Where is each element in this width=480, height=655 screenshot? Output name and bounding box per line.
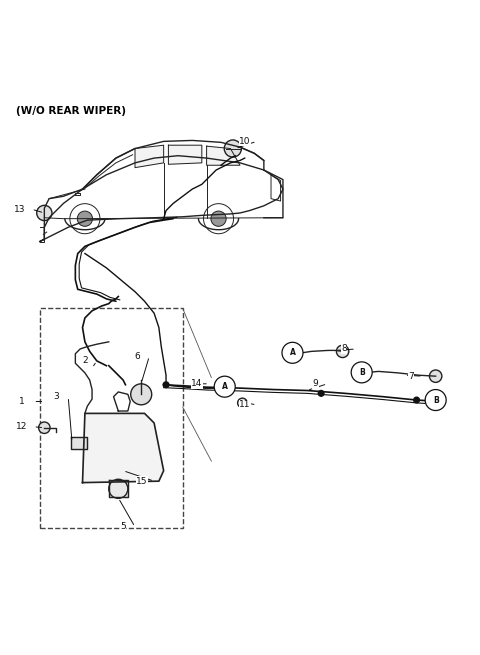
Text: 1: 1 [19,397,24,406]
Text: 12: 12 [16,422,27,431]
Polygon shape [168,145,202,164]
Circle shape [163,382,169,388]
Circle shape [109,479,128,498]
Text: 14: 14 [192,379,203,388]
Circle shape [131,384,152,405]
Circle shape [238,398,247,407]
Circle shape [318,390,324,396]
Text: 11: 11 [239,400,251,409]
Circle shape [214,376,235,397]
Polygon shape [71,438,87,449]
Text: 6: 6 [134,352,140,361]
Circle shape [223,385,228,391]
Text: B: B [433,396,439,405]
Text: 2: 2 [82,356,88,365]
Text: 8: 8 [341,345,347,354]
Circle shape [351,362,372,383]
Circle shape [36,205,52,221]
Polygon shape [109,480,128,497]
Text: 9: 9 [312,379,318,388]
Bar [39,309,183,528]
Circle shape [414,397,420,403]
Circle shape [336,345,349,358]
Text: 7: 7 [408,371,414,381]
Polygon shape [83,413,164,483]
Circle shape [425,390,446,411]
Text: B: B [359,368,365,377]
Polygon shape [206,146,240,165]
Text: 10: 10 [239,137,251,146]
Text: (W/O REAR WIPER): (W/O REAR WIPER) [16,105,126,115]
Circle shape [282,343,303,364]
Text: 13: 13 [14,204,25,214]
Text: 5: 5 [120,523,126,531]
Text: A: A [289,348,295,357]
Circle shape [77,211,93,227]
Circle shape [211,211,226,227]
Text: A: A [222,382,228,391]
Text: 3: 3 [53,392,59,402]
Text: 15: 15 [136,477,148,485]
Circle shape [430,370,442,383]
Circle shape [224,140,241,157]
Circle shape [38,422,50,434]
Polygon shape [135,145,164,168]
